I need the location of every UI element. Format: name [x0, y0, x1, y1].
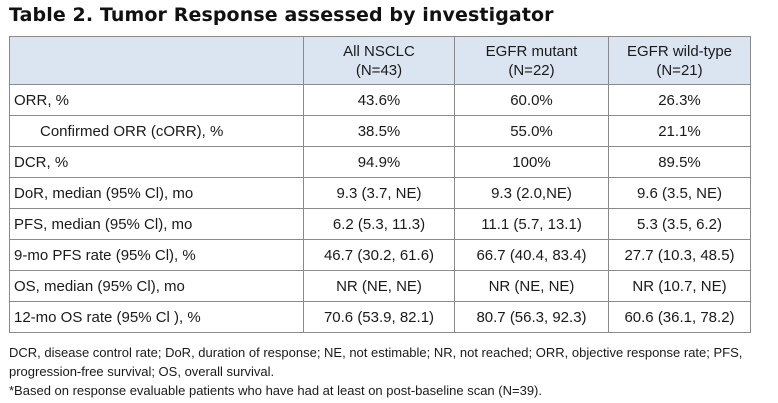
table-cell: 70.6 (53.9, 82.1): [303, 301, 455, 333]
header-corner-cell: [9, 36, 304, 85]
table-cell: 9.3 (3.7, NE): [303, 177, 455, 209]
table-cell: 43.6%: [303, 84, 455, 116]
row-label: DoR, median (95% Cl), mo: [9, 177, 304, 209]
table-row: Confirmed ORR (cORR), % 38.5% 55.0% 21.1…: [9, 115, 751, 147]
table-cell: 5.3 (3.5, 6.2): [608, 208, 751, 240]
table-cell: 21.1%: [608, 115, 751, 147]
table-cell: 66.7 (40.4, 83.4): [454, 239, 609, 271]
header-line: (N=22): [508, 61, 555, 79]
header-line: EGFR wild-type: [626, 42, 733, 60]
table-cell: 55.0%: [454, 115, 609, 147]
table-row: PFS, median (95% Cl), mo 6.2 (5.3, 11.3)…: [9, 208, 751, 240]
header-line: EGFR mutant: [485, 42, 578, 60]
table-header-row: All NSCLC (N=43) EGFR mutant (N=22) EGFR…: [9, 36, 751, 85]
table-cell: 9.3 (2.0,NE): [454, 177, 609, 209]
header-line: (N=21): [656, 61, 703, 79]
header-all-nsclc: All NSCLC (N=43): [303, 36, 455, 85]
table-row: DCR, % 94.9% 100% 89.5%: [9, 146, 751, 178]
table-cell: 27.7 (10.3, 48.5): [608, 239, 751, 271]
header-egfr-mutant: EGFR mutant (N=22): [454, 36, 609, 85]
table-cell: 89.5%: [608, 146, 751, 178]
tumor-response-table: All NSCLC (N=43) EGFR mutant (N=22) EGFR…: [9, 36, 751, 333]
row-label: PFS, median (95% Cl), mo: [9, 208, 304, 240]
row-label: OS, median (95% Cl), mo: [9, 270, 304, 302]
row-label: Confirmed ORR (cORR), %: [9, 115, 304, 147]
table-cell: NR (NE, NE): [454, 270, 609, 302]
table-row: 12-mo OS rate (95% Cl ), % 70.6 (53.9, 8…: [9, 301, 751, 333]
table-cell: 80.7 (56.3, 92.3): [454, 301, 609, 333]
table-cell: 100%: [454, 146, 609, 178]
table-cell: 60.0%: [454, 84, 609, 116]
header-line: (N=43): [355, 61, 403, 79]
row-label: DCR, %: [9, 146, 304, 178]
table-cell: 60.6 (36.1, 78.2): [608, 301, 751, 333]
asterisk-footnote: *Based on response evaluable patients wh…: [9, 383, 542, 398]
header-egfr-wild-type: EGFR wild-type (N=21): [608, 36, 751, 85]
footnotes: DCR, disease control rate; DoR, duration…: [9, 343, 769, 400]
abbreviations-footnote: DCR, disease control rate; DoR, duration…: [9, 345, 743, 379]
table-row: 9-mo PFS rate (95% Cl), % 46.7 (30.2, 61…: [9, 239, 751, 271]
table-row: DoR, median (95% Cl), mo 9.3 (3.7, NE) 9…: [9, 177, 751, 209]
table-row: ORR, % 43.6% 60.0% 26.3%: [9, 84, 751, 116]
row-label: ORR, %: [9, 84, 304, 116]
page-title: Table 2. Tumor Response assessed by inve…: [9, 4, 554, 26]
header-line: All NSCLC: [343, 42, 415, 60]
table-cell: 11.1 (5.7, 13.1): [454, 208, 609, 240]
table-cell: 46.7 (30.2, 61.6): [303, 239, 455, 271]
table-cell: NR (10.7, NE): [608, 270, 751, 302]
table-row: OS, median (95% Cl), mo NR (NE, NE) NR (…: [9, 270, 751, 302]
table-cell: 9.6 (3.5, NE): [608, 177, 751, 209]
row-label: 9-mo PFS rate (95% Cl), %: [9, 239, 304, 271]
table-cell: 38.5%: [303, 115, 455, 147]
table-cell: 94.9%: [303, 146, 455, 178]
row-label: 12-mo OS rate (95% Cl ), %: [9, 301, 304, 333]
table-cell: 6.2 (5.3, 11.3): [303, 208, 455, 240]
table-cell: 26.3%: [608, 84, 751, 116]
table-cell: NR (NE, NE): [303, 270, 455, 302]
